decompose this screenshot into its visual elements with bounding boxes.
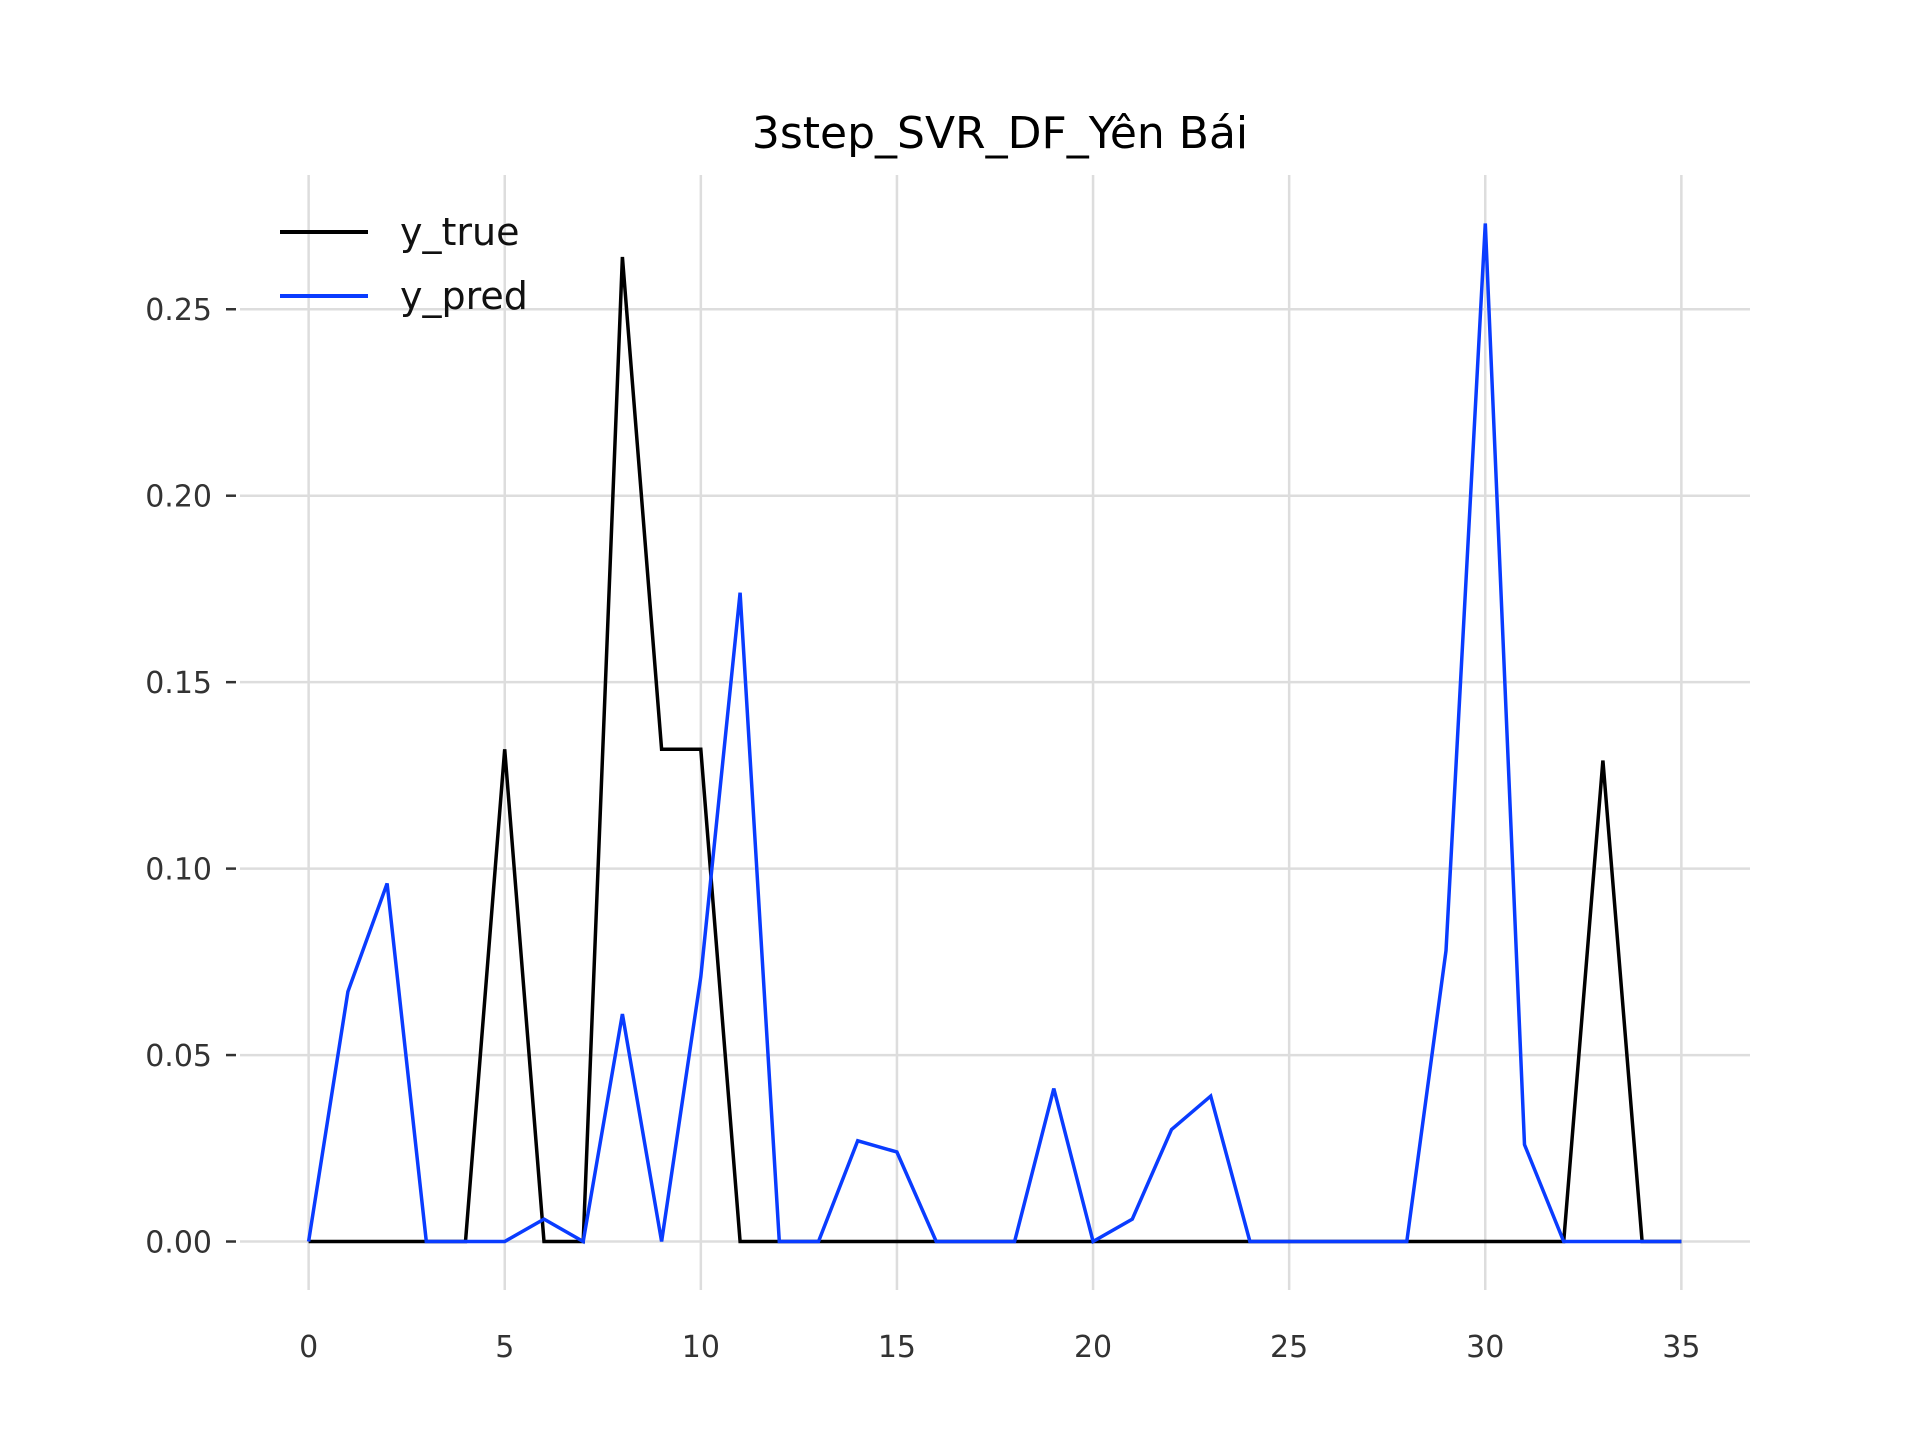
y-tick-label: 0.00 [145,1226,212,1261]
x-tick-label: 20 [1074,1330,1112,1365]
axis-ticks: 0 5 10 15 20 25 30 35 0.00 0.05 0.10 0.15 0.20 0.25 [145,293,1700,1365]
x-tick-label: 35 [1662,1330,1700,1365]
y-tick-label: 0.20 [145,480,212,515]
series-lines [306,223,1682,1245]
x-tick-label: 5 [495,1330,514,1365]
legend-label-y-pred: y_pred [400,274,528,318]
chart-title: 3step_SVR_DF_Yên Bái [752,108,1248,159]
y-tick-label: 0.05 [145,1039,212,1074]
y-tick-label: 0.25 [145,293,212,328]
x-tick-label: 25 [1270,1330,1308,1365]
y-tick-label: 0.10 [145,853,212,888]
x-tick-label: 0 [299,1330,318,1365]
y-tick-label: 0.15 [145,666,212,701]
x-tick-label: 15 [878,1330,916,1365]
legend: y_true y_pred [280,210,528,318]
x-tick-label: 10 [682,1330,720,1365]
legend-label-y-true: y_true [400,210,519,254]
series-line-y-pred [306,223,1682,1245]
x-tick-label: 30 [1466,1330,1504,1365]
